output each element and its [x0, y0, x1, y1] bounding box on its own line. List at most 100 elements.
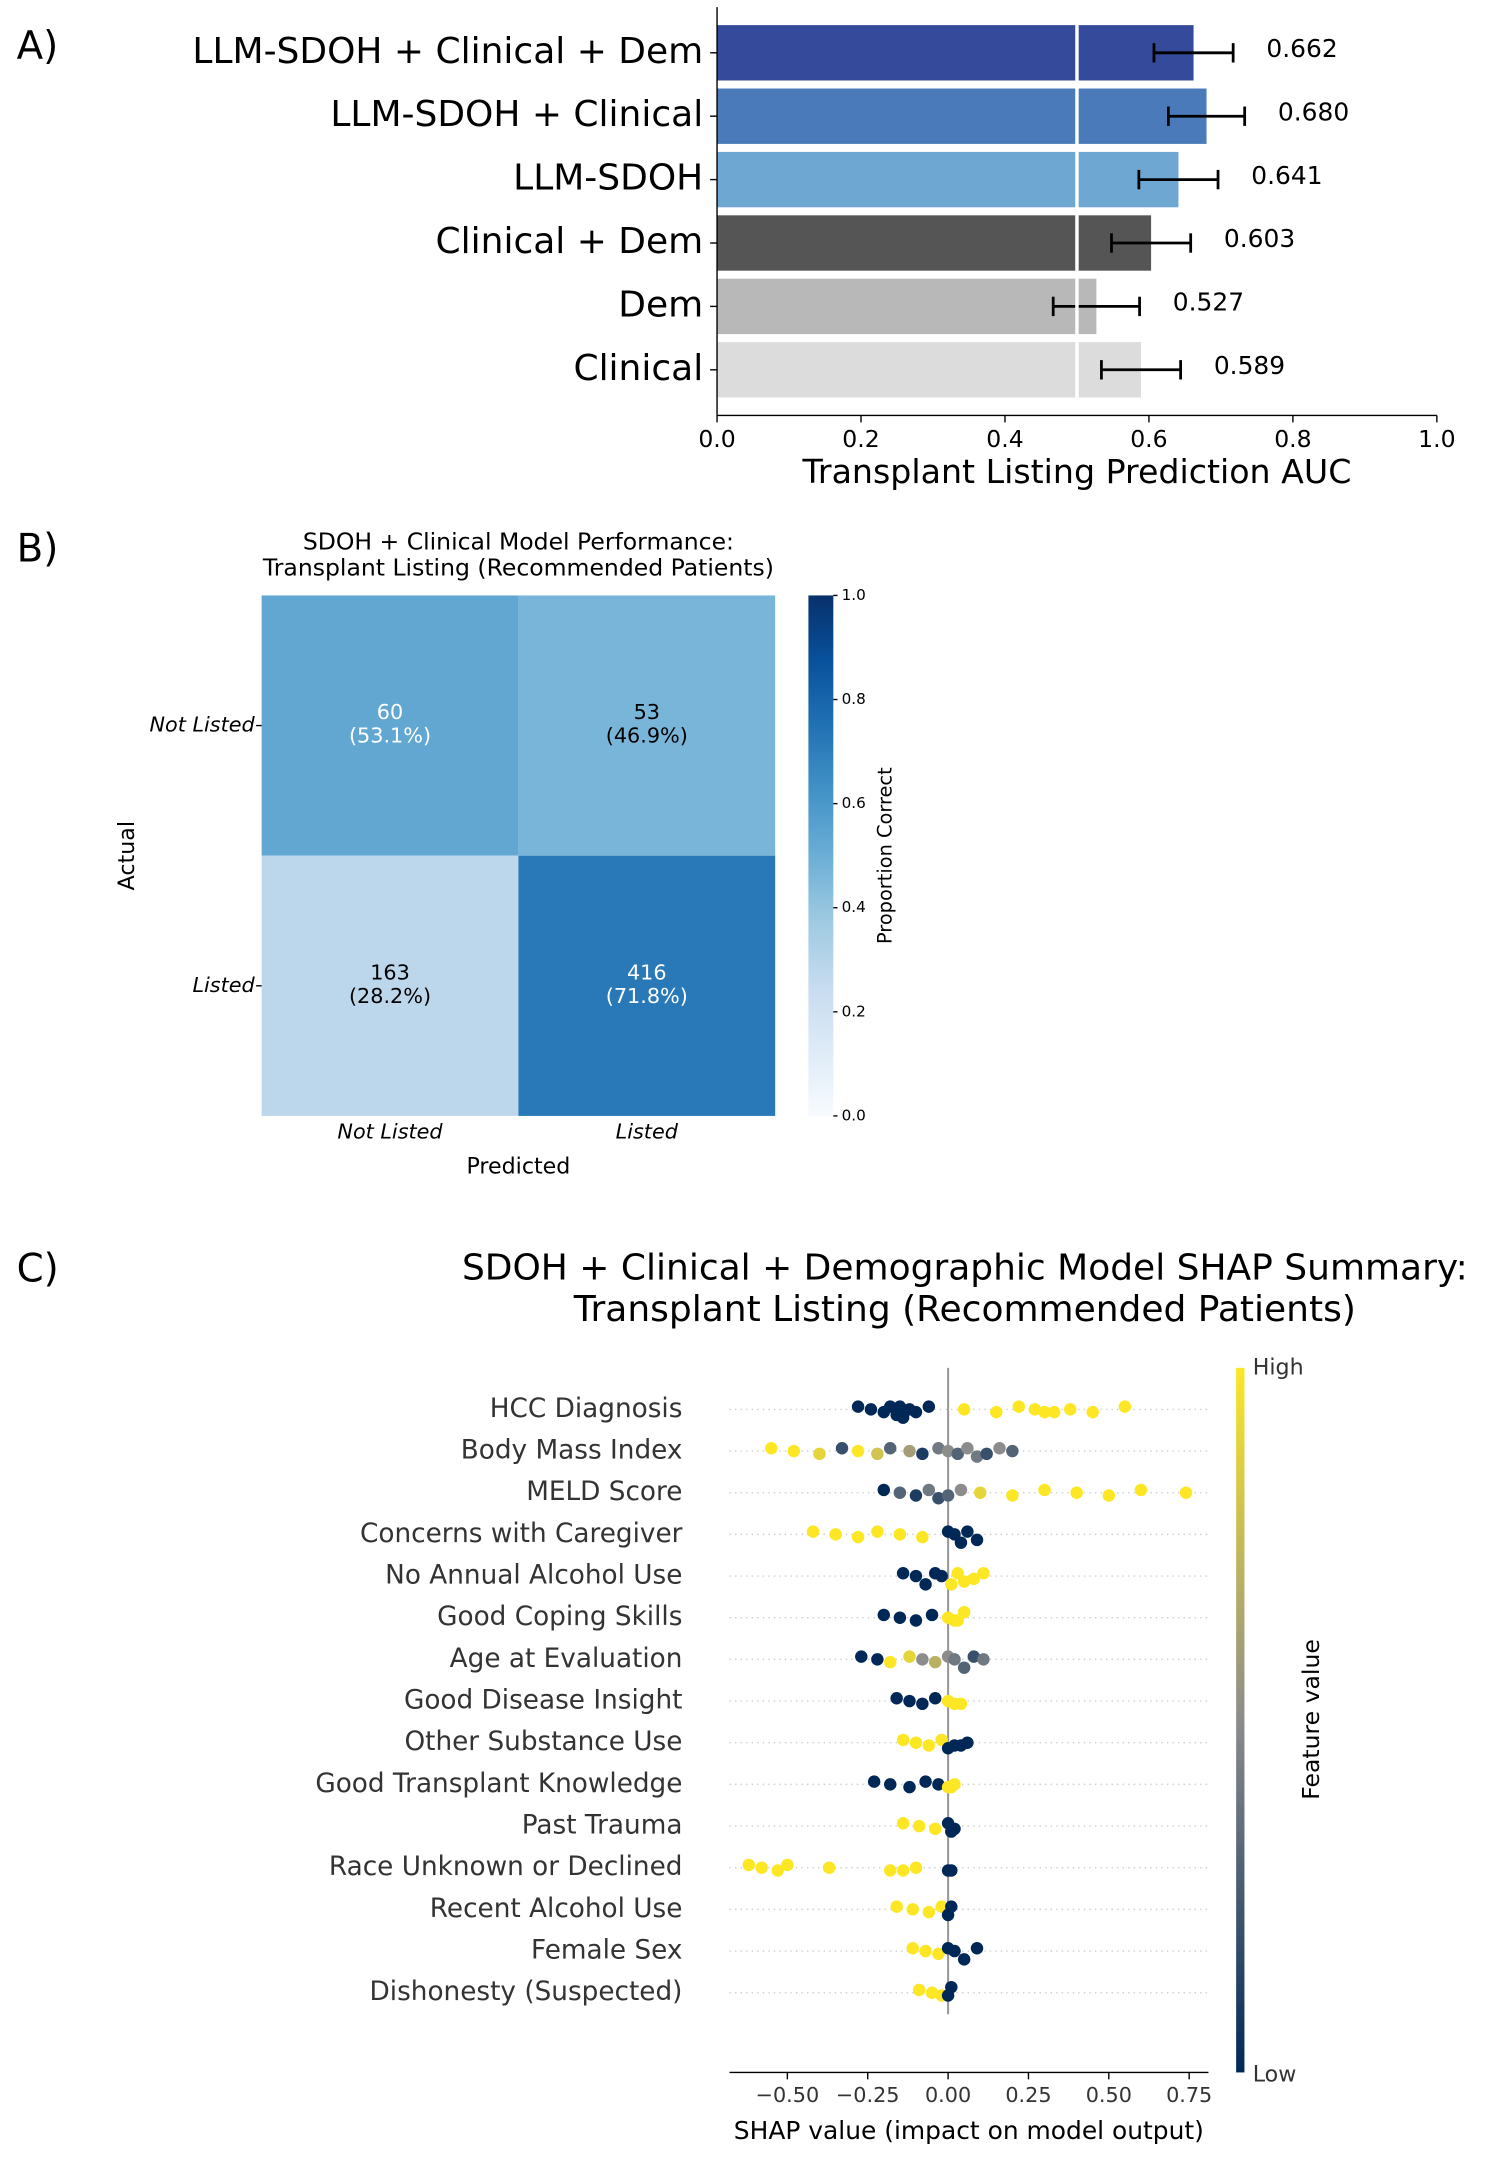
shap-dot — [948, 1778, 961, 1791]
colorbar-tick-label: 0.6 — [842, 794, 866, 812]
shap-dot — [961, 1442, 974, 1455]
shap-dot — [871, 1525, 884, 1538]
shap-dot — [896, 1817, 910, 1830]
feature-label: Recent Alcohol Use — [430, 1894, 683, 1924]
shap-dot — [919, 1944, 932, 1958]
colorbar — [808, 595, 834, 1116]
feature-label: Past Trauma — [522, 1811, 683, 1841]
shap-dot — [1102, 1489, 1116, 1502]
chart-title: SDOH + Clinical + Demographic Model SHAP… — [462, 1248, 1468, 1289]
shap-dot — [867, 1775, 881, 1788]
shap-dot — [948, 1653, 961, 1666]
shap-dot — [967, 1572, 981, 1586]
shap-dot — [877, 1608, 891, 1622]
bar — [717, 151, 1179, 208]
shap-dot — [954, 1483, 968, 1497]
shap-dot — [771, 1864, 784, 1877]
shap-dot — [912, 1819, 926, 1833]
shap-dot — [890, 1900, 903, 1913]
shap-dot — [893, 1528, 907, 1541]
shap-dot — [871, 1653, 884, 1666]
shap-dot — [961, 1736, 974, 1749]
shap-dot — [954, 1536, 968, 1549]
cell-percent: (53.1%) — [349, 724, 431, 748]
shap-dot — [1047, 1405, 1061, 1419]
shap-dot — [948, 1944, 961, 1958]
shap-dot — [925, 1986, 939, 1999]
colorbar-high: High — [1253, 1354, 1304, 1380]
feature-label: Good Coping Skills — [437, 1602, 682, 1632]
bar — [717, 215, 1152, 271]
shap-dot — [941, 1444, 955, 1458]
shap-dot — [1179, 1486, 1193, 1499]
feature-label: Race Unknown or Declined — [329, 1852, 683, 1882]
shap-dot — [835, 1442, 849, 1455]
shap-dot — [993, 1442, 1006, 1455]
x-tick-label: 0.2 — [842, 425, 879, 453]
shap-dot — [883, 1655, 897, 1669]
shap-dot — [929, 1692, 942, 1705]
shap-dot — [864, 1403, 878, 1416]
shap-dot — [951, 1447, 964, 1461]
shap-dot — [909, 1736, 923, 1749]
shap-dot — [896, 1864, 910, 1877]
shap-dot — [909, 1569, 923, 1583]
shap-dot — [990, 1405, 1003, 1419]
shap-dot — [806, 1525, 820, 1538]
colorbar-tick-label: 0.4 — [842, 898, 866, 916]
x-tick-label: 0.25 — [1005, 2083, 1051, 2107]
feature-label: Body Mass Index — [461, 1436, 683, 1466]
panel-label: C) — [17, 1246, 59, 1291]
shap-dot — [781, 1858, 794, 1872]
shap-dot — [1038, 1483, 1051, 1497]
shap-dot — [941, 1489, 955, 1502]
shap-dot — [851, 1400, 865, 1413]
shap-dot — [813, 1447, 826, 1461]
cell-percent: (71.8%) — [606, 984, 688, 1008]
colorbar-low: Low — [1253, 2062, 1297, 2088]
cell-percent: (46.9%) — [606, 724, 688, 748]
shap-dot — [977, 1653, 990, 1666]
shap-dot — [961, 1525, 974, 1538]
shap-dot — [922, 1739, 936, 1752]
shap-dot — [945, 1864, 958, 1877]
panel-label: A) — [17, 24, 59, 69]
shap-dot — [957, 1403, 971, 1416]
shap-dot — [957, 1953, 971, 1966]
shap-dot — [903, 1650, 916, 1663]
y-tick-label: Listed — [192, 973, 255, 997]
y-tick-label: Dem — [618, 284, 703, 325]
shap-dot — [916, 1530, 929, 1544]
shap-dot — [909, 1614, 923, 1627]
shap-dot — [883, 1864, 897, 1877]
feature-label: No Annual Alcohol Use — [385, 1561, 682, 1591]
shap-dot — [919, 1578, 932, 1591]
y-tick-label: LLM-SDOH + Clinical + Dem — [192, 31, 703, 72]
colorbar-tick-label: 0.8 — [842, 690, 866, 708]
cell-percent: (28.2%) — [349, 984, 431, 1008]
shap-dot — [957, 1605, 971, 1619]
shap-dot — [967, 1650, 981, 1663]
shap-dot — [977, 1567, 990, 1580]
shap-dot — [893, 1486, 907, 1499]
shap-dot — [1118, 1400, 1132, 1413]
shap-dot — [871, 1447, 884, 1461]
shap-dot — [890, 1692, 903, 1705]
shap-dot — [877, 1483, 891, 1497]
shap-dot — [893, 1400, 907, 1413]
cell-count: 163 — [370, 960, 410, 984]
shap-dot — [903, 1780, 916, 1794]
shap-dot — [903, 1694, 916, 1708]
shap-dot — [916, 1697, 929, 1711]
shap-dot — [912, 1983, 926, 1997]
shap-dot — [896, 1567, 910, 1580]
shap-dot — [957, 1661, 971, 1674]
shap-dot — [855, 1650, 868, 1663]
shap-dot — [925, 1608, 939, 1622]
shap-dot — [1006, 1444, 1019, 1458]
cell-count: 53 — [634, 700, 660, 724]
shap-dot — [829, 1528, 842, 1541]
value-label: 0.527 — [1173, 288, 1244, 317]
shap-dot — [916, 1447, 929, 1461]
